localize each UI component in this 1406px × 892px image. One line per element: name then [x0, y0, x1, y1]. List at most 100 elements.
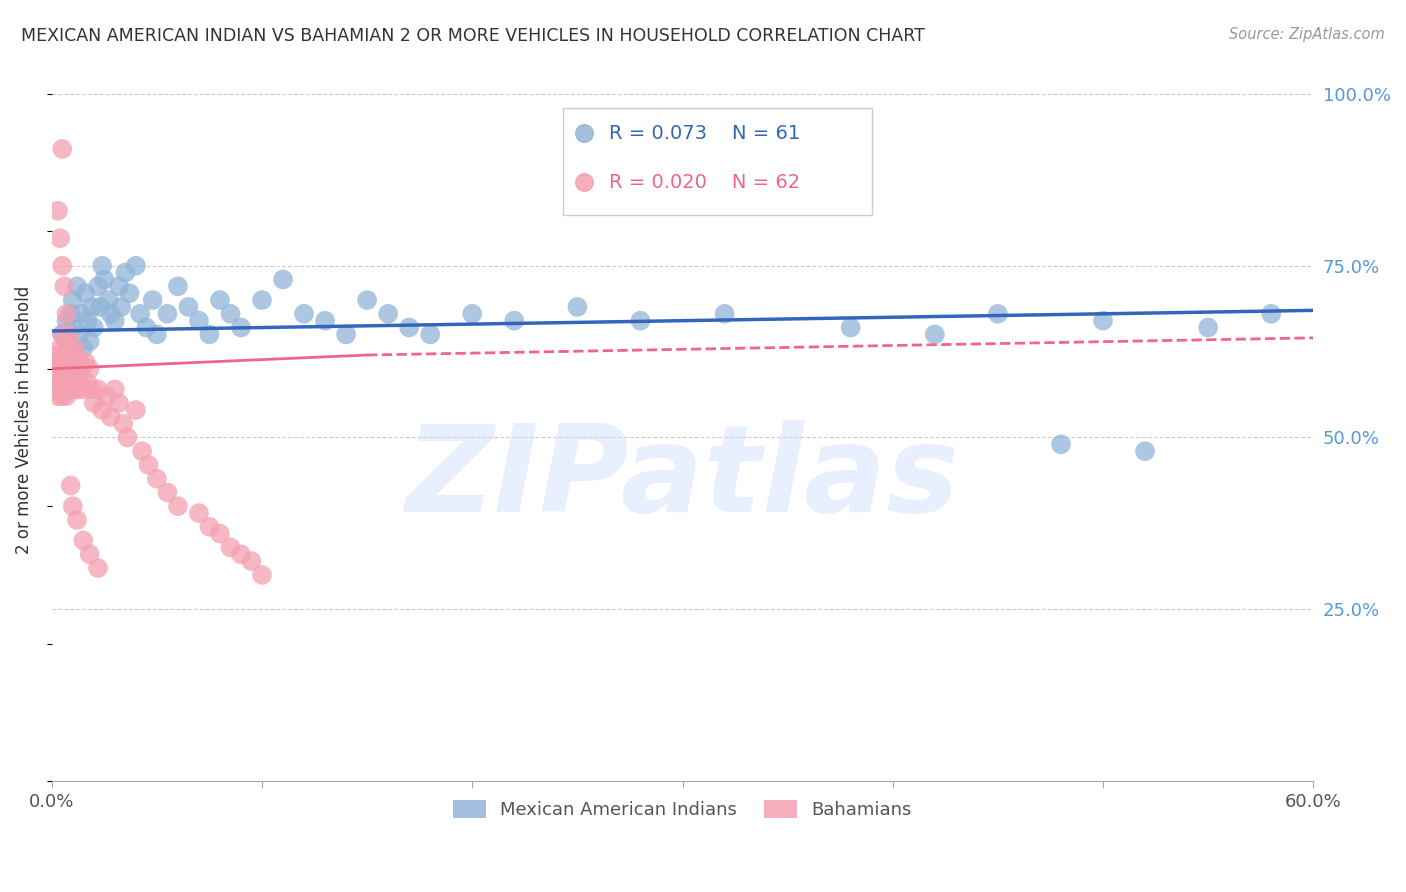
Point	[112, 417, 135, 431]
Legend: Mexican American Indians, Bahamians: Mexican American Indians, Bahamians	[446, 792, 920, 826]
Point	[131, 444, 153, 458]
Point	[89, 300, 111, 314]
Text: Source: ZipAtlas.com: Source: ZipAtlas.com	[1229, 27, 1385, 42]
Point	[79, 547, 101, 561]
Point	[51, 259, 73, 273]
Point	[79, 334, 101, 349]
Point	[271, 272, 294, 286]
Point	[108, 396, 131, 410]
Point	[53, 361, 76, 376]
Point	[335, 327, 357, 342]
Point	[219, 541, 242, 555]
Point	[156, 307, 179, 321]
Point	[118, 286, 141, 301]
Point	[55, 334, 77, 349]
Point	[66, 279, 89, 293]
Point	[135, 320, 157, 334]
Point	[66, 383, 89, 397]
Point	[229, 320, 252, 334]
Point	[55, 307, 77, 321]
Point	[356, 293, 378, 307]
Point	[53, 348, 76, 362]
Point	[46, 376, 69, 390]
Point	[240, 554, 263, 568]
Point	[110, 300, 132, 314]
Point	[91, 259, 114, 273]
Point	[67, 327, 90, 342]
Point	[55, 355, 77, 369]
Point	[59, 355, 82, 369]
Point	[62, 499, 84, 513]
Point	[49, 368, 72, 383]
Point	[114, 266, 136, 280]
Point	[83, 396, 105, 410]
Point	[503, 314, 526, 328]
Point	[987, 307, 1010, 321]
Point	[461, 307, 484, 321]
Point	[70, 361, 93, 376]
Point	[138, 458, 160, 472]
Point	[1260, 307, 1282, 321]
Point	[63, 361, 86, 376]
Point	[928, 157, 950, 171]
Point	[1133, 444, 1156, 458]
Point	[208, 526, 231, 541]
Point	[51, 389, 73, 403]
Point	[63, 341, 86, 355]
Point	[91, 403, 114, 417]
Point	[104, 314, 127, 328]
Point	[87, 561, 110, 575]
Point	[53, 383, 76, 397]
Point	[93, 272, 115, 286]
Point	[142, 293, 165, 307]
Point	[198, 520, 221, 534]
Point	[187, 314, 209, 328]
Point	[713, 307, 735, 321]
Point	[62, 293, 84, 307]
Point	[129, 307, 152, 321]
Point	[314, 314, 336, 328]
Point	[80, 383, 103, 397]
Point	[250, 567, 273, 582]
Point	[72, 533, 94, 548]
Point	[198, 327, 221, 342]
Point	[62, 361, 84, 376]
Text: ZIPatlas: ZIPatlas	[405, 419, 959, 536]
Point	[125, 403, 148, 417]
Point	[62, 383, 84, 397]
Point	[49, 231, 72, 245]
Point	[58, 361, 80, 376]
Point	[75, 355, 97, 369]
Point	[46, 203, 69, 218]
Point	[72, 341, 94, 355]
Point	[96, 389, 118, 403]
Point	[419, 327, 441, 342]
Point	[100, 307, 122, 321]
Text: MEXICAN AMERICAN INDIAN VS BAHAMIAN 2 OR MORE VEHICLES IN HOUSEHOLD CORRELATION : MEXICAN AMERICAN INDIAN VS BAHAMIAN 2 OR…	[21, 27, 925, 45]
Point	[292, 307, 315, 321]
Point	[377, 307, 399, 321]
Point	[125, 259, 148, 273]
Y-axis label: 2 or more Vehicles in Household: 2 or more Vehicles in Household	[15, 286, 32, 555]
Point	[59, 478, 82, 492]
Point	[187, 506, 209, 520]
Point	[51, 142, 73, 156]
Point	[72, 383, 94, 397]
Point	[76, 376, 98, 390]
Point	[67, 355, 90, 369]
Point	[79, 361, 101, 376]
Point	[117, 430, 139, 444]
Point	[167, 279, 190, 293]
Point	[1050, 437, 1073, 451]
Point	[51, 327, 73, 342]
Point	[80, 300, 103, 314]
Bar	[562, 108, 872, 215]
Point	[53, 279, 76, 293]
Point	[46, 389, 69, 403]
Point	[100, 409, 122, 424]
Point	[1197, 320, 1219, 334]
Point	[46, 348, 69, 362]
Point	[59, 376, 82, 390]
Point	[104, 383, 127, 397]
Point	[49, 341, 72, 355]
